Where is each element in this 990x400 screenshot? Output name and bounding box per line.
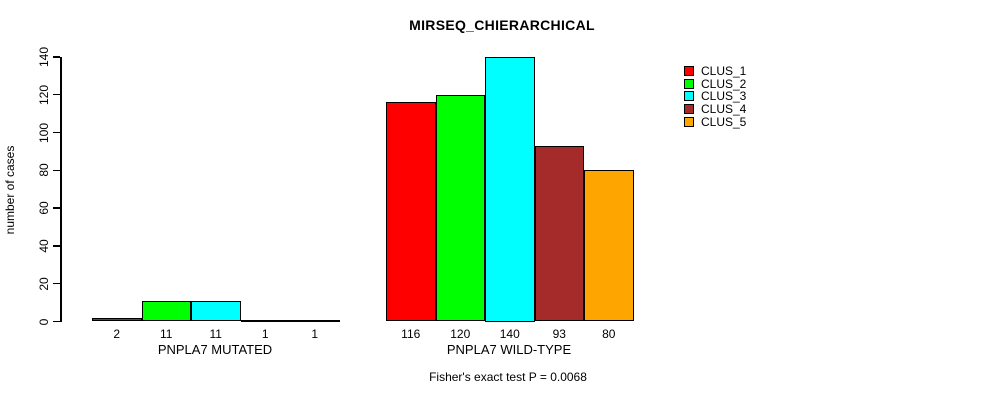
bar-value-label: 120 (450, 327, 471, 341)
y-axis-tick (53, 169, 60, 171)
y-axis (60, 56, 62, 322)
legend-label: CLUS_3 (701, 89, 747, 104)
legend-label: CLUS_2 (701, 76, 747, 91)
bar-clus_4-group1 (240, 319, 290, 322)
bar-value-label: 1 (261, 327, 269, 341)
bar-clus_5-group2 (584, 170, 634, 322)
y-axis-tick (53, 207, 60, 209)
legend-item-clus_5: CLUS_5 (684, 115, 746, 128)
bar-clus_3-group2 (485, 57, 535, 322)
legend-item-clus_1: CLUS_1 (684, 65, 746, 78)
legend-swatch (684, 66, 694, 77)
y-axis-label: number of cases (3, 145, 17, 235)
bar-clus_5-group1 (290, 319, 340, 322)
legend-label: CLUS_4 (701, 102, 747, 117)
y-axis-tick-label: 20 (37, 277, 51, 291)
y-axis-tick-label: 0 (37, 318, 51, 325)
legend-item-clus_4: CLUS_4 (684, 103, 746, 116)
bar-value-label: 140 (499, 327, 520, 341)
bar-clus_2-group1 (141, 300, 191, 322)
bar-clus_1-group2 (386, 102, 436, 322)
y-axis-tick (53, 245, 60, 247)
y-axis-tick (53, 131, 60, 134)
y-axis-tick (53, 283, 60, 285)
y-axis-tick (53, 94, 60, 96)
bar-value-label: 1 (311, 327, 319, 341)
y-axis-tick-label: 120 (37, 84, 51, 105)
y-axis-tick-label: 100 (37, 122, 51, 143)
bar-value-label: 11 (209, 327, 222, 341)
y-axis-tick-label: 40 (37, 239, 51, 253)
footer-caption: Fisher's exact test P = 0.0068 (429, 370, 587, 384)
bar-clus_2-group2 (435, 94, 485, 322)
y-axis-tick-label: 80 (37, 163, 51, 178)
bar-value-label: 93 (552, 327, 566, 341)
legend-item-clus_2: CLUS_2 (684, 78, 746, 91)
group-label-mutated: PNPLA7 MUTATED (157, 342, 273, 357)
legend-swatch (684, 116, 694, 127)
y-axis-tick (53, 320, 60, 323)
bar-clus_4-group2 (534, 145, 584, 322)
bar-clus_3-group1 (191, 300, 241, 322)
legend-swatch (684, 78, 694, 89)
y-axis-tick-label: 140 (37, 46, 51, 68)
legend-item-clus_3: CLUS_3 (684, 90, 746, 103)
legend-swatch (684, 104, 694, 115)
y-axis-tick (53, 56, 60, 58)
bar-value-label: 80 (602, 327, 616, 341)
legend-label: CLUS_1 (701, 64, 747, 79)
bar-value-label: 11 (160, 327, 173, 341)
bar-value-label: 2 (113, 327, 121, 341)
legend-label: CLUS_5 (701, 114, 747, 129)
legend: CLUS_1 CLUS_2 CLUS_3 CLUS_4 CLUS_5 (684, 65, 746, 128)
group-label-wildtype: PNPLA7 WILD-TYPE (446, 342, 572, 357)
chart-title: MIRSEQ_CHIERARCHICAL (409, 17, 595, 33)
bar-clus_1-group1 (92, 317, 142, 322)
bar-value-label: 116 (401, 327, 421, 341)
legend-swatch (684, 91, 694, 102)
y-axis-tick-label: 60 (37, 201, 51, 215)
